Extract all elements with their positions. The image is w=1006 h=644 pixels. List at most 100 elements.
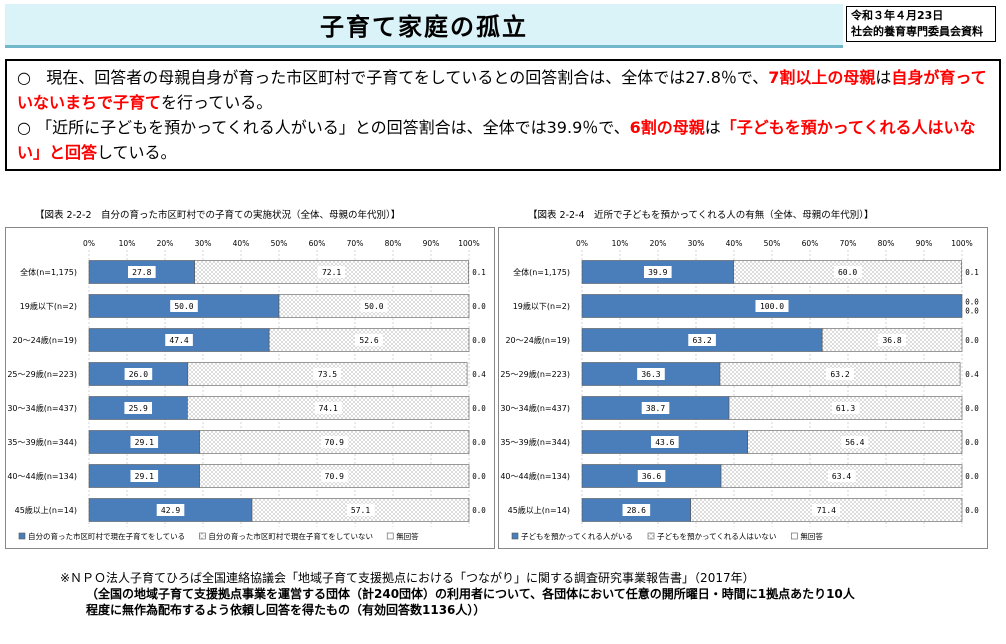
summary-2-highlight-b: 「子どもを預かってくれる人はいない」と回答: [17, 118, 976, 162]
data-label: 56.4: [845, 438, 864, 447]
category-label: 45歳以上(n=14): [508, 505, 570, 515]
legend-label: 自分の育った市区町村で現在子育てをしていない: [208, 531, 373, 541]
data-label: 36.3: [641, 370, 660, 379]
stacked-bar-chart-hometown: 0% 10% 20% 30% 40% 50% 60% 70% 80% 90% 100% 全体(n=1,…: [7, 239, 486, 541]
data-label: 36.6: [642, 472, 661, 481]
category-label: 20～24歳(n=19): [12, 335, 77, 345]
data-label: 42.9: [161, 506, 180, 515]
data-label-bg: [165, 334, 193, 346]
legend-swatch: [18, 532, 26, 540]
footnote-detail-2: 程度に無作為配布するよう依頼し回答を得たもの（有効回答数1136人））: [86, 603, 486, 617]
category-label: 19歳以下(n=2): [20, 301, 77, 311]
data-label: 25.9: [129, 404, 148, 413]
data-label-bg: [644, 266, 672, 278]
no-answer-label: 0.0: [965, 506, 979, 515]
summary-2-highlight-a: 6割の母親: [629, 118, 705, 137]
chart-panel-childcare-helper: 【図表 2-2-4 近所で子どもを預かってくれる人の有無（全体、母親の年代別）】…: [498, 201, 990, 557]
data-label: 47.4: [169, 336, 188, 345]
no-answer-label: 0.0: [472, 438, 486, 447]
legend-swatch: [199, 532, 206, 540]
footnote-detail-1: （全国の地域子育て支援拠点事業を運営する団体（計240団体）の利用者について、各…: [86, 587, 855, 601]
x-tick-label: 70%: [347, 239, 364, 248]
chart-panel-hometown-parenting: 【図表 2-2-2 自分の育った市区町村での子育ての実施状況（全体、母親の年代別…: [5, 201, 497, 557]
legend-label: 無回答: [396, 531, 419, 541]
data-label: 74.1: [319, 404, 338, 413]
category-label: 30～34歳(n=437): [500, 403, 570, 413]
data-label-bg: [878, 334, 906, 346]
data-label: 71.4: [817, 506, 836, 515]
x-tick-label: 40%: [233, 239, 250, 248]
chart-title: 【図表 2-2-2 自分の育った市区町村での子育ての実施状況（全体、母親の年代別…: [35, 210, 401, 221]
category-label: 19歳以下(n=2): [513, 301, 570, 311]
summary-2-text-c: している。: [97, 143, 177, 162]
bullet-1: ○: [17, 68, 31, 87]
data-label-bg: [124, 402, 153, 414]
data-label-bg: [641, 402, 670, 414]
data-label-bg: [826, 368, 854, 380]
legend-label: 無回答: [800, 531, 823, 541]
data-label: 63.2: [830, 370, 849, 379]
data-label-bg: [360, 300, 388, 312]
x-tick-label: 90%: [423, 239, 440, 248]
meta-committee: 社会的養育専門委員会資料: [851, 25, 983, 38]
data-label: 61.3: [836, 404, 855, 413]
category-label: 30～34歳(n=437): [7, 403, 77, 413]
summary-1-highlight-a: 7割以上の母親: [768, 68, 876, 87]
data-label-bg: [130, 470, 159, 482]
category-label: 45歳以上(n=14): [15, 505, 77, 515]
category-label: 25～29歳(n=223): [500, 369, 570, 379]
data-label: 57.1: [351, 506, 370, 515]
page-title: 子育て家庭の孤立: [320, 13, 528, 41]
summary-box: ○ 現在、回答者の母親自身が育った市区町村で子育てをしているとの回答割合は、全体…: [5, 59, 1001, 171]
x-tick-label: 30%: [195, 239, 212, 248]
summary-2-text-a: 「近所に子どもを預かってくれる人がいる」との回答割合は、全体では39.9％で、: [36, 118, 630, 137]
data-label: 28.6: [627, 506, 646, 515]
x-tick-label: 20%: [650, 239, 667, 248]
no-answer-label: 0.0: [965, 438, 979, 447]
summary-1-text-a: 現在、回答者の母親自身が育った市区町村で子育てをしているとの回答割合は、全体では…: [46, 68, 769, 87]
data-label-bg: [755, 300, 789, 312]
category-label: 全体(n=1,175): [20, 267, 77, 277]
data-label: 73.5: [318, 370, 337, 379]
source-footnote: ※ＮＰＯ法人子育てひろば全国連絡協議会「地域子育て支援拠点における「つながり」に…: [60, 570, 960, 618]
x-tick-label: 100%: [458, 239, 479, 248]
x-tick-label: 0%: [576, 239, 588, 248]
data-label: 26.0: [129, 370, 148, 379]
category-label: 35～39歳(n=344): [500, 437, 570, 447]
data-label-bg: [827, 470, 856, 482]
data-label: 29.1: [135, 438, 154, 447]
summary-point-2: ○ 「近所に子どもを預かってくれる人がいる」との回答割合は、全体では39.9％で…: [17, 115, 989, 165]
data-label-bg: [651, 436, 679, 448]
data-label-bg: [833, 266, 862, 278]
data-label: 52.6: [359, 336, 378, 345]
no-answer-label: 0.1: [965, 268, 979, 277]
data-label: 50.0: [364, 302, 383, 311]
data-label: 70.9: [325, 472, 344, 481]
data-label-bg: [124, 368, 153, 380]
no-answer-label: 0.0: [472, 506, 486, 515]
x-tick-label: 0%: [83, 239, 95, 248]
x-tick-label: 50%: [764, 239, 781, 248]
legend-swatch: [791, 532, 798, 540]
title-bar: 子育て家庭の孤立: [5, 4, 843, 48]
category-label: 20～24歳(n=19): [505, 335, 570, 345]
x-tick-label: 80%: [878, 239, 895, 248]
data-label-bg: [313, 368, 342, 380]
data-label-bg: [170, 300, 198, 312]
data-label-bg: [637, 368, 665, 380]
no-answer-label: 0.0: [472, 472, 486, 481]
no-answer-label: 0.0: [965, 298, 979, 307]
footnote-source: ※ＮＰＯ法人子育てひろば全国連絡協議会「地域子育て支援拠点における「つながり」に…: [60, 571, 755, 585]
x-tick-label: 30%: [688, 239, 705, 248]
no-answer-label: 0.0: [965, 336, 979, 345]
meta-date: 令和３年４月23日: [851, 9, 944, 22]
document-meta-box: 令和３年４月23日 社会的養育専門委員会資料: [846, 6, 996, 42]
x-tick-label: 10%: [119, 239, 136, 248]
summary-1-text-c: を行っている。: [161, 93, 273, 112]
no-answer-label: 0.0: [965, 404, 979, 413]
legend-swatch: [386, 532, 394, 540]
data-label-bg: [317, 266, 346, 278]
x-tick-label: 60%: [802, 239, 819, 248]
category-label: 40～44歳(n=134): [7, 471, 77, 481]
data-label: 63.4: [832, 472, 851, 481]
